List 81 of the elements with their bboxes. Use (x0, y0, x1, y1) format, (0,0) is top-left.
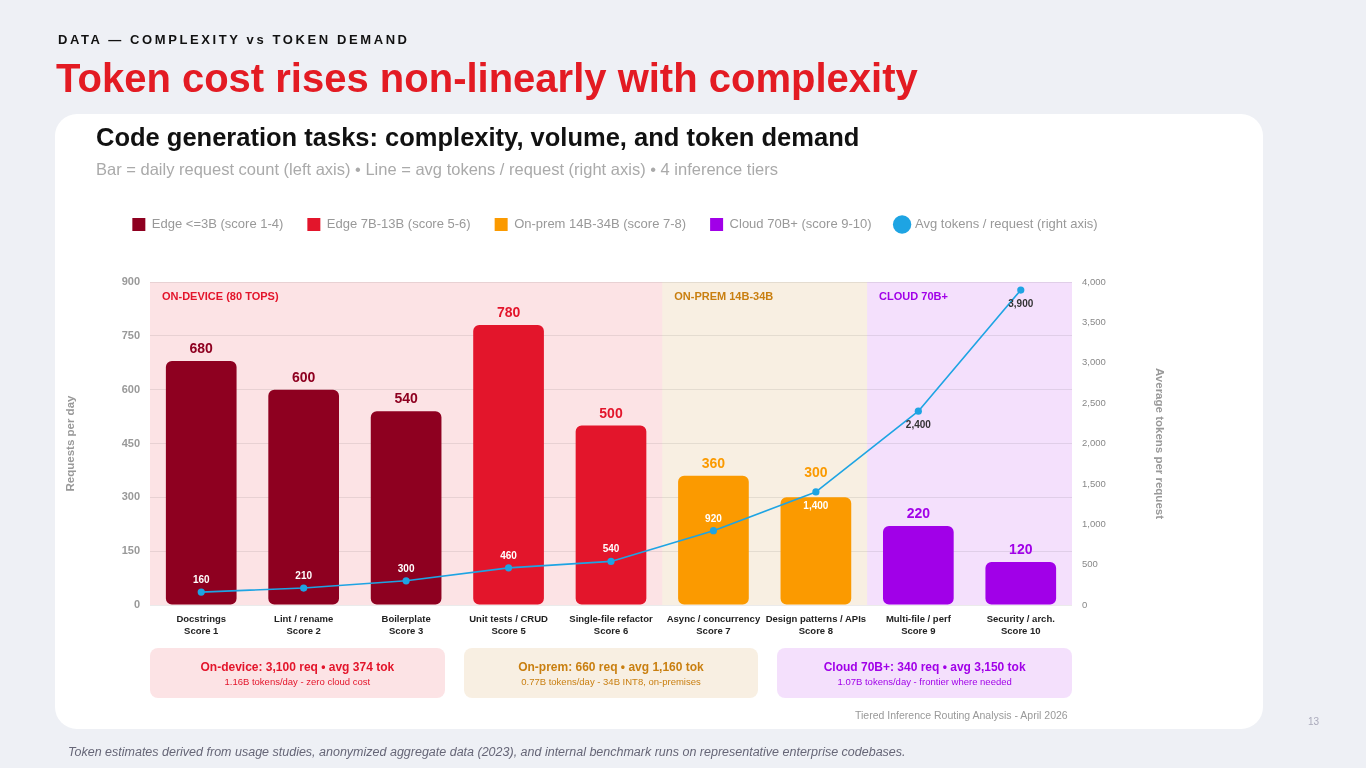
y2-tick-label: 3,500 (1082, 316, 1106, 327)
bar (780, 497, 852, 605)
bar (678, 475, 749, 605)
bar (473, 325, 544, 605)
summary-card: On-prem: 660 req • avg 1,160 tok 0.77B tokens/day - 34B INT8, on-premises (463, 648, 759, 698)
x-tick-label: Boilerplate Score 3 (381, 612, 431, 637)
point (914, 407, 922, 415)
data-label: 360 (701, 454, 726, 471)
y-tick-label: 900 (121, 275, 140, 288)
y-tick-label: 0 (133, 598, 140, 611)
chart-subtitle: Bar = daily request count (left axis) • Line = avg tokens / request (right axis) • 4 inference tiers (96, 160, 778, 179)
data-label: 600 (291, 368, 316, 385)
x-tick-label: Docstrings Score 1 (176, 612, 227, 637)
legend-label: On-prem 14B-34B (score 7-8) (514, 216, 687, 232)
y2-tick-label: 1,500 (1082, 477, 1106, 489)
x-tick-label: Lint / rename Score 2 (274, 612, 334, 637)
data-label: 780 (496, 304, 521, 321)
point (504, 564, 513, 572)
bar (370, 411, 442, 605)
point (197, 588, 205, 596)
data-label: 160 (192, 574, 210, 586)
data-label: 210 (295, 570, 313, 582)
legend-label: Cloud 70B+ (score 9-10) (729, 216, 872, 232)
data-label: 920 (705, 512, 723, 524)
text: 13 (1308, 716, 1320, 727)
y2-tick-label: 0 (1082, 598, 1088, 610)
point (402, 577, 410, 585)
bar (882, 526, 954, 605)
y2-tick-label: 2,000 (1082, 437, 1106, 449)
y2-tick-label: 2,500 (1082, 396, 1106, 408)
text: Tiered Inference Routing Analysis - April 2026 (855, 709, 1068, 721)
band-label: CLOUD 70B+ (879, 290, 948, 302)
data-label: 300 (804, 463, 828, 480)
data-label: 540 (602, 543, 620, 555)
y-tick-label: 300 (121, 490, 140, 503)
point (1017, 286, 1025, 294)
legend-label: Avg tokens / request (right axis) (915, 216, 1098, 232)
data-label: 3,900 (1008, 298, 1034, 310)
chart-title: Code generation tasks: complexity, volume, and token demand (96, 123, 860, 152)
y2-tick-label: 4,000 (1082, 275, 1106, 287)
y2-tick-label: 500 (1082, 558, 1098, 570)
x-tick-label: Design patterns / APIs Score 8 (765, 612, 867, 637)
point (709, 527, 718, 535)
data-label: 500 (599, 404, 623, 421)
text: Token cost rises non-linearly with complexity (56, 56, 918, 101)
data-label: 220 (906, 505, 931, 522)
x-tick-label: Multi-file / perf Score 9 (885, 612, 952, 637)
bar (985, 561, 1057, 605)
summary-card: On-device: 3,100 req • avg 374 tok 1.16B tokens/day - zero cloud cost (150, 648, 445, 698)
bar (268, 389, 340, 605)
data-label: 540 (394, 390, 418, 407)
band-label: ON-DEVICE (80 TOPS) (162, 290, 279, 302)
x-tick-label: Single-file refactor Score 6 (569, 612, 653, 637)
data-label: 300 (397, 562, 415, 574)
band-label: ON-PREM 14B-34B (674, 290, 774, 302)
y2-tick-label: 3,000 (1082, 356, 1106, 368)
point (300, 584, 308, 592)
data-label: 2,400 (905, 419, 932, 431)
point (812, 488, 820, 496)
y-tick-label: 150 (121, 544, 140, 557)
bar (575, 425, 647, 605)
data-label: 120 (1009, 540, 1033, 557)
data-label: 680 (189, 339, 214, 356)
x-tick-label: Async / concurrency Score 7 (666, 612, 761, 637)
y2-tick-label: 1,000 (1082, 517, 1106, 529)
y-axis-title: Requests per day (64, 394, 77, 492)
data-label: 460 (500, 549, 518, 561)
x-tick-label: Security / arch. Score 10 (986, 612, 1055, 637)
text: Token estimates derived from usage studies, anonymized aggregate data (2023), and internal benchmark runs on representative enterprise codebases. (68, 745, 906, 759)
y-tick-label: 450 (121, 436, 140, 449)
summary-card: Cloud 70B+: 340 req • avg 3,150 tok 1.07B tokens/day - frontier where needed (777, 648, 1072, 698)
y-tick-label: 600 (121, 382, 140, 395)
legend-label: Edge 7B-13B (score 5-6) (326, 216, 471, 232)
y2-axis-title: Average tokens per request (1153, 367, 1166, 520)
point (607, 557, 615, 565)
y-tick-label: 750 (121, 328, 140, 341)
legend-label: Edge <=3B (score 1-4) (151, 216, 284, 232)
data-label: 1,400 (803, 499, 829, 511)
bar (165, 360, 237, 605)
text: DATA — COMPLEXITY vs TOKEN DEMAND (58, 32, 410, 47)
x-tick-label: Unit tests / CRUD Score 5 (469, 612, 549, 637)
